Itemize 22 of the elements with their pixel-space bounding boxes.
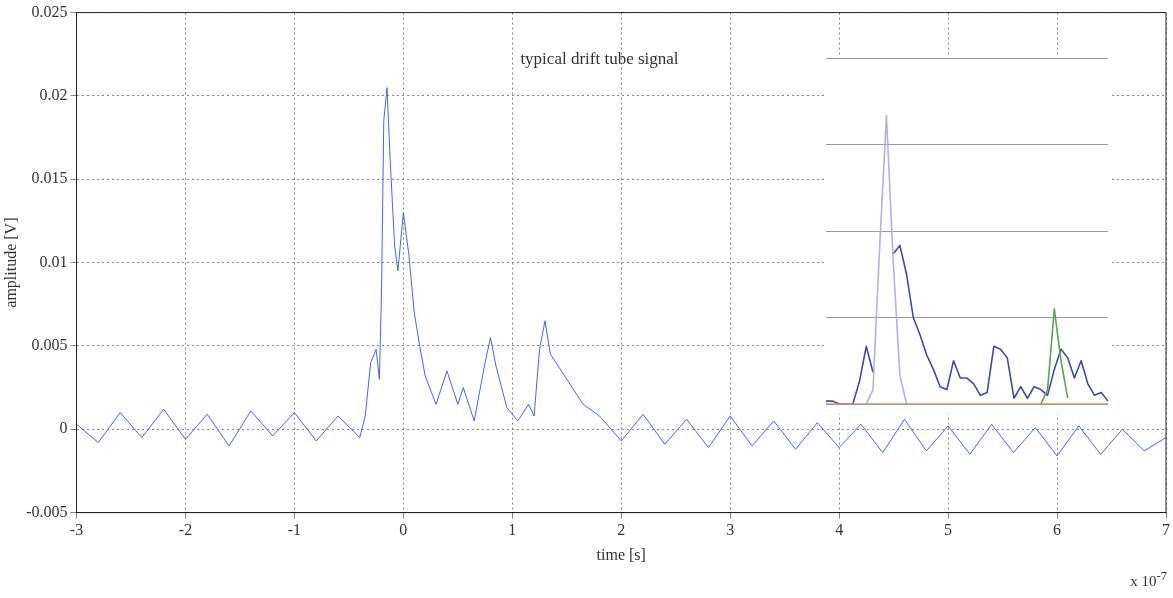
text: typical drift tube signal [520,48,679,68]
y-tick-label: 0.005 [31,336,68,354]
x-tick-label: 3 [726,521,735,539]
x-tick-label: 6 [1053,521,1062,539]
x-tick-label: -2 [178,521,193,539]
y-tick-label: -0.005 [26,502,68,520]
x-tick-label: 5 [944,521,953,539]
x-tick-label: -1 [287,521,302,539]
y-tick-label: 0.02 [39,86,68,104]
x-tick-label: 4 [835,521,844,539]
x-tick-label: 2 [617,521,626,539]
x-tick-label: -3 [69,521,84,539]
text: x 10$^{-7}$ [1130,569,1167,590]
x-tick-label: 1 [508,521,517,539]
y-tick-label: 0 [59,419,68,437]
x-tick-label: 7 [1162,521,1170,539]
x-tick-label: 0 [399,521,408,539]
y-tick-label: 0.015 [31,169,68,187]
y-tick-label: 0.025 [31,2,68,20]
x-axis-title: time [s] [596,545,646,563]
y-tick-label: 0.01 [39,252,68,270]
y-axis-title: amplitude [V] [1,217,20,308]
